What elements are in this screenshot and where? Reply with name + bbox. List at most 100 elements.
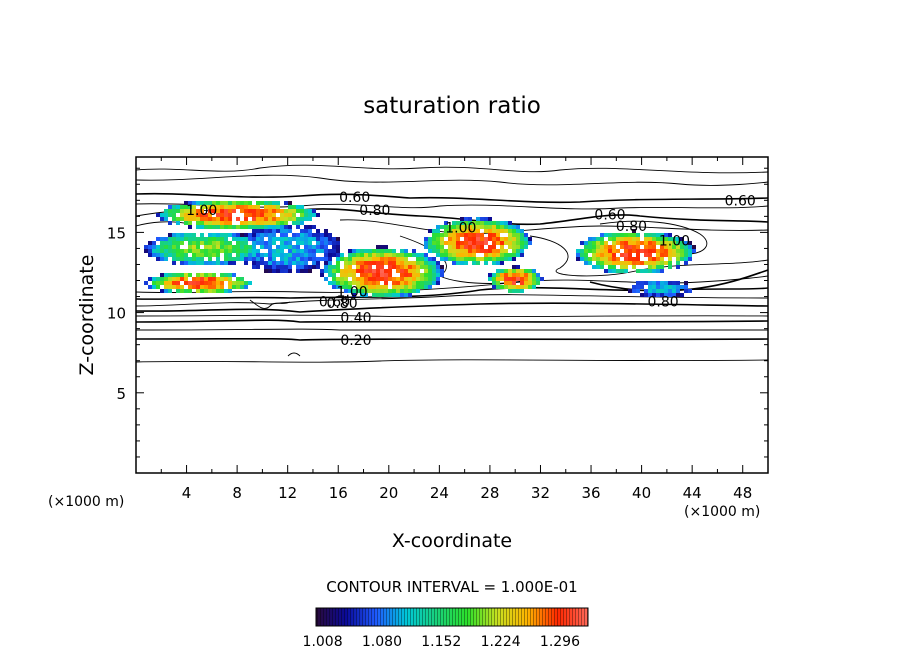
field-cell [268, 229, 272, 233]
field-cell [496, 277, 500, 281]
field-cell [392, 261, 396, 265]
field-cell [676, 253, 680, 257]
field-cell [344, 261, 348, 265]
field-cell [228, 281, 232, 285]
field-cell [256, 237, 260, 241]
field-cell [468, 249, 472, 253]
field-cell [492, 249, 496, 253]
field-cell [404, 253, 408, 257]
field-cell [280, 257, 284, 261]
field-cell [532, 269, 536, 273]
field-cell [300, 249, 304, 253]
field-cell [648, 265, 652, 269]
field-cell [428, 269, 432, 273]
field-cell [332, 237, 336, 241]
field-cell [188, 205, 192, 209]
field-cell [528, 273, 532, 277]
field-cell [388, 249, 392, 253]
field-cell [176, 237, 180, 241]
field-cell [324, 245, 328, 249]
field-cell [660, 285, 664, 289]
field-cell [604, 245, 608, 249]
field-cell [636, 237, 640, 241]
field-cell [676, 281, 680, 285]
field-cell [660, 245, 664, 249]
field-cell [632, 261, 636, 265]
field-cell [368, 281, 372, 285]
field-cell [360, 293, 364, 297]
field-cell [636, 245, 640, 249]
field-cell [436, 269, 440, 273]
field-cell [172, 237, 176, 241]
field-cell [192, 213, 196, 217]
field-cell [252, 245, 256, 249]
field-cell [244, 209, 248, 213]
field-cell [220, 237, 224, 241]
field-cell [592, 257, 596, 261]
field-cell [332, 285, 336, 289]
field-cell [496, 233, 500, 237]
field-cell [460, 257, 464, 261]
field-cell [196, 221, 200, 225]
field-cell [620, 269, 624, 273]
field-cell [184, 289, 188, 293]
field-cell [596, 265, 600, 269]
field-cell [364, 289, 368, 293]
field-cell [380, 257, 384, 261]
field-cell [240, 285, 244, 289]
field-cell [172, 217, 176, 221]
contour-label: 1.00 [186, 203, 217, 219]
field-cell [488, 217, 492, 221]
field-cell [468, 257, 472, 261]
field-cell [440, 253, 444, 257]
field-cell [264, 233, 268, 237]
field-cell [456, 253, 460, 257]
field-cell [496, 273, 500, 277]
field-cell [244, 217, 248, 221]
field-cell [376, 289, 380, 293]
field-cell [624, 257, 628, 261]
field-cell [280, 229, 284, 233]
field-cell [676, 237, 680, 241]
field-cell [668, 237, 672, 241]
field-cell [648, 281, 652, 285]
field-cell [488, 229, 492, 233]
field-cell [204, 253, 208, 257]
field-cell [432, 241, 436, 245]
field-cell [628, 241, 632, 245]
field-cell [516, 269, 520, 273]
field-cell [676, 289, 680, 293]
field-cell [332, 253, 336, 257]
field-cell [288, 241, 292, 245]
field-cell [240, 209, 244, 213]
field-cell [236, 237, 240, 241]
field-cell [424, 269, 428, 273]
field-cell [212, 241, 216, 245]
field-cell [296, 225, 300, 229]
field-cell [652, 233, 656, 237]
field-cell [348, 257, 352, 261]
field-cell [496, 237, 500, 241]
field-cell [412, 249, 416, 253]
field-cell [152, 277, 156, 281]
field-cell [412, 269, 416, 273]
field-cell [260, 253, 264, 257]
field-cell [196, 273, 200, 277]
field-cell [668, 253, 672, 257]
field-cell [440, 241, 444, 245]
field-cell [280, 253, 284, 257]
field-cell [644, 237, 648, 241]
field-cell [176, 273, 180, 277]
field-cell [324, 257, 328, 261]
field-cell [236, 233, 240, 237]
field-cell [616, 261, 620, 265]
field-cell [448, 245, 452, 249]
field-cell [408, 265, 412, 269]
field-cell [384, 289, 388, 293]
field-cell [596, 253, 600, 257]
field-cell [244, 261, 248, 265]
field-cell [588, 241, 592, 245]
field-cell [668, 289, 672, 293]
field-cell [396, 281, 400, 285]
field-cell [176, 233, 180, 237]
